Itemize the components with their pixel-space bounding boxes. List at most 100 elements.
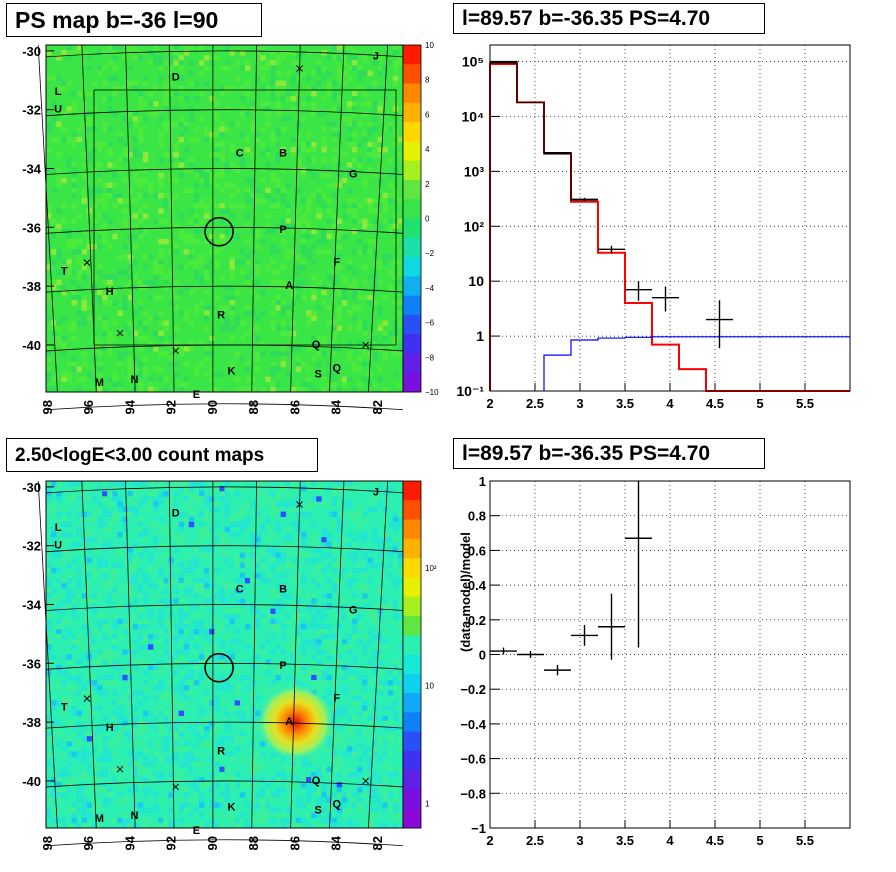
latitude-line — [45, 168, 404, 175]
colorbar-tick-label: −8 — [425, 353, 435, 362]
map-y-tick-label: -40 — [22, 338, 41, 353]
source-label: B — [279, 584, 287, 596]
map-y-tick-label: -32 — [22, 539, 41, 554]
colorbar-segment — [403, 218, 421, 239]
spectrum-title: l=89.57 b=-36.35 PS=4.70 — [453, 3, 765, 34]
source-label: D — [172, 71, 180, 83]
source-label: S — [314, 368, 321, 380]
x-tick-label: 5.5 — [796, 396, 814, 411]
colorbar-segment — [403, 789, 421, 810]
longitude-line — [290, 480, 301, 829]
latitude-line — [45, 486, 404, 494]
latitude-line — [45, 662, 404, 670]
x-tick-label: 4.5 — [706, 833, 724, 848]
y-tick-label: 10 — [468, 273, 484, 289]
colorbar-segment — [403, 615, 421, 636]
y-tick-label: −0.6 — [460, 752, 486, 767]
source-label: J — [373, 487, 379, 499]
source-cross-marker — [172, 347, 180, 355]
colorbar-segment — [403, 372, 421, 393]
map-x-tick-label: 92 — [164, 400, 179, 414]
y-tick-label: 0.6 — [468, 543, 486, 558]
colorbar-segment — [403, 500, 421, 521]
colorbar-segment — [403, 731, 421, 752]
colorbar-segment — [403, 237, 421, 258]
x-tick-label: 3 — [576, 833, 583, 848]
source-label: H — [106, 286, 114, 298]
source-label: S — [314, 804, 321, 816]
source-label: M — [95, 377, 104, 389]
colorbar-tick-label: 0 — [425, 215, 430, 224]
colorbar-segment — [403, 577, 421, 598]
colorbar-segment — [403, 83, 421, 104]
colorbar-segment — [403, 538, 421, 559]
x-tick-label: 5.5 — [796, 833, 814, 848]
x-tick-label: 4.5 — [706, 396, 724, 411]
y-tick-label: 1 — [476, 328, 484, 344]
longitude-line — [290, 44, 301, 393]
colorbar-segment — [403, 635, 421, 655]
map-y-tick-label: -36 — [22, 656, 41, 671]
colorbar-tick-label: 10² — [425, 564, 437, 573]
source-label: L — [55, 522, 62, 534]
target-circle — [204, 652, 234, 683]
source-cross-marker — [116, 329, 124, 337]
source-label: F — [333, 693, 340, 705]
x-tick-label: 5 — [756, 833, 763, 848]
source-label: A — [285, 280, 293, 292]
source-label: U — [54, 540, 62, 552]
longitude-line — [81, 480, 97, 829]
residual-plot: 2 2.5 3 3.5 4 4.5 5 5.5 1 0.8 0.6 0.4 0.2 0 −0.2 −0.4 −0… — [458, 474, 851, 848]
y-tick-label: 10⁴ — [462, 108, 485, 124]
source-label: T — [61, 701, 68, 713]
source-cross-marker — [172, 783, 180, 791]
colorbar-segment — [403, 558, 421, 578]
source-label: G — [349, 168, 358, 180]
spectrum-plot: 2 2.5 3 3.5 4 4.5 5 5.5 10⁻¹ 1 10 10² 10³ 10⁴ 10⁵ — [456, 44, 851, 411]
source-label: P — [279, 224, 286, 236]
longitude-line — [251, 44, 257, 393]
colorbar-segment — [403, 693, 421, 713]
map-x-tick-label: 98 — [40, 836, 55, 850]
residual-title: l=89.57 b=-36.35 PS=4.70 — [453, 438, 765, 469]
source-label: R — [217, 745, 225, 757]
latitude-line — [45, 403, 404, 411]
colorbar-tick-label: 1 — [425, 800, 430, 809]
map-x-tick-label: 94 — [122, 399, 137, 414]
longitude-line — [368, 480, 389, 829]
colorbar-tick-label: −6 — [425, 319, 435, 328]
x-tick-label: 2.5 — [526, 833, 544, 848]
colorbar-segment — [403, 64, 421, 85]
map-x-tick-label: 82 — [370, 400, 385, 414]
latitude-line — [45, 109, 404, 117]
map-x-tick-label: 94 — [122, 835, 137, 850]
map-x-tick-label: 96 — [81, 400, 96, 414]
source-label: Q — [332, 362, 341, 374]
colorbar-tick-label: 10 — [425, 41, 434, 50]
source-cross-marker — [83, 259, 91, 266]
colorbar-tick-label: 2 — [425, 180, 430, 189]
latitude-line — [45, 839, 404, 847]
colorbar-segment — [403, 654, 421, 675]
colorbar-segment — [403, 102, 421, 123]
colorbar-tick-label: −2 — [425, 249, 435, 258]
x-tick-label: 3.5 — [616, 396, 634, 411]
data-histogram — [489, 60, 598, 391]
y-tick-label: 0.4 — [468, 578, 487, 593]
colorbar-segment — [403, 179, 421, 200]
map-x-tick-label: 88 — [246, 400, 261, 414]
background-histogram — [543, 336, 850, 391]
colorbar-segment — [403, 276, 421, 297]
x-tick-label: 2.5 — [526, 396, 544, 411]
source-label: P — [279, 660, 286, 672]
x-tick-label: 2 — [486, 396, 493, 411]
x-tick-label: 5 — [756, 396, 763, 411]
map-x-tick-label: 98 — [40, 400, 55, 414]
x-tick-label: 3 — [576, 396, 583, 411]
y-axis-label: (data-model)/model — [458, 532, 473, 652]
y-tick-label: 1 — [479, 474, 486, 489]
source-label: K — [227, 801, 235, 813]
x-tick-label: 4 — [666, 833, 674, 848]
y-tick-label: −0.2 — [460, 682, 486, 697]
